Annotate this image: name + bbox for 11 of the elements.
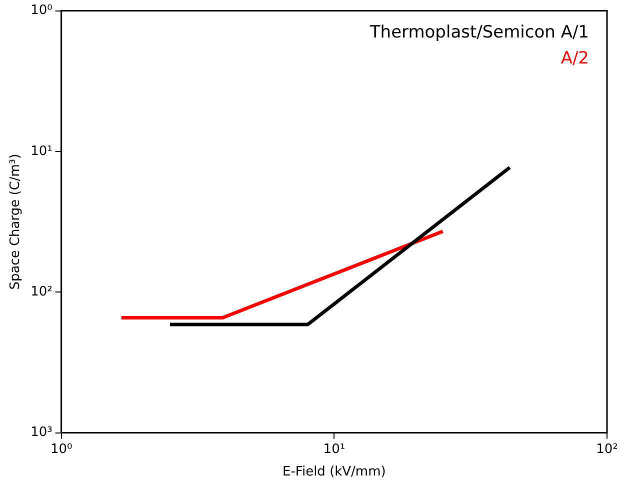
- text: Thermoplast/Semicon A/1: [368, 22, 589, 43]
- y-tick-label: 10¹: [30, 144, 52, 159]
- x-tick-label: 10⁰: [50, 442, 72, 457]
- text: A/2: [560, 48, 589, 69]
- x-tick-label: 10²: [596, 442, 618, 457]
- y-tick-label: 10⁰: [30, 3, 52, 18]
- x-tick-label: 10¹: [323, 442, 346, 457]
- y-axis-title: Space Charge (C/m³): [8, 154, 24, 290]
- y-tick-label: 10²: [30, 284, 52, 300]
- x-axis-title: E-Field (kV/mm): [282, 464, 386, 480]
- y-tick-label: 10³: [30, 425, 52, 440]
